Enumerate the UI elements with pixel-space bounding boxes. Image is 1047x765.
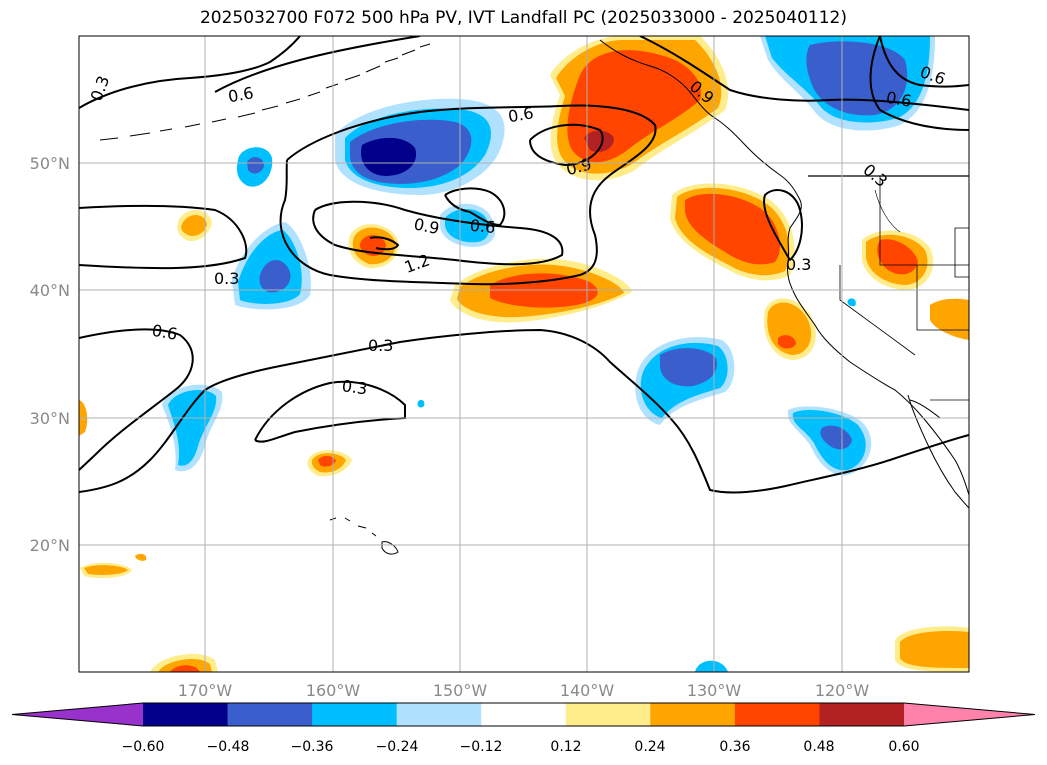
lon-label-140w: 140°W xyxy=(560,681,615,700)
colorbar xyxy=(11,702,1036,727)
contour-lines xyxy=(79,36,969,494)
contour-label: 0.3 xyxy=(341,376,369,398)
lat-label-40n: 40°N xyxy=(30,281,70,300)
colorbar-tick-label: 0.48 xyxy=(803,739,834,755)
colorbar-tick-labels: −0.60 −0.48 −0.36 −0.24 −0.12 0.12 0.24 … xyxy=(122,739,920,755)
contour-label: 0.6 xyxy=(227,83,255,106)
colorbar-segment xyxy=(481,703,567,726)
lat-label-30n: 30°N xyxy=(30,409,70,428)
colorbar-tick-label: −0.60 xyxy=(122,739,165,755)
colorbar-segment xyxy=(650,703,736,726)
colorbar-tick-label: 0.24 xyxy=(634,739,665,755)
colorbar-extend-max xyxy=(904,703,1035,726)
map-plot-area: 0.3 0.6 0.6 0.6 0.6 0.9 0.9 0.6 1.2 0.9 … xyxy=(79,36,969,672)
latitude-labels: 50°N 40°N 30°N 20°N xyxy=(30,154,70,555)
lon-label-160w: 160°W xyxy=(306,681,361,700)
colorbar-extend-min xyxy=(12,703,143,726)
lon-label-130w: 130°W xyxy=(687,681,742,700)
contour-label: 0.6 xyxy=(507,103,535,126)
colorbar-segment xyxy=(396,703,482,726)
lon-label-150w: 150°W xyxy=(433,681,488,700)
lon-label-120w: 120°W xyxy=(815,681,870,700)
chart-title: 2025032700 F072 500 hPa PV, IVT Landfall… xyxy=(199,8,847,28)
lat-label-50n: 50°N xyxy=(30,154,70,173)
colorbar-segment xyxy=(565,703,651,726)
contour-label: 0.6 xyxy=(469,216,496,237)
colorbar-tick-label: 0.60 xyxy=(888,739,919,755)
contour-label: 0.3 xyxy=(786,255,811,274)
map-border xyxy=(78,35,970,673)
lon-label-170w: 170°W xyxy=(178,681,233,700)
colorbar-segment xyxy=(227,703,313,726)
colorbar-outline xyxy=(11,702,1036,727)
contour-label: 0.6 xyxy=(150,321,178,344)
colorbar-tick-label: −0.12 xyxy=(460,739,503,755)
colorbar-tick-label: −0.24 xyxy=(376,739,419,755)
colorbar-segment xyxy=(312,703,398,726)
colorbar-segment xyxy=(143,703,229,726)
colorbar-tick-label: 0.12 xyxy=(550,739,581,755)
contour-label: 0.3 xyxy=(214,269,239,288)
lat-label-20n: 20°N xyxy=(30,536,70,555)
longitude-labels: 170°W 160°W 150°W 140°W 130°W 120°W xyxy=(178,681,870,700)
gridlines xyxy=(79,36,969,672)
colorbar-tick-label: −0.36 xyxy=(291,739,334,755)
contour-label: 0.6 xyxy=(885,88,913,111)
contour-label: 0.3 xyxy=(368,336,393,355)
colorbar-tick-label: 0.36 xyxy=(719,739,750,755)
colorbar-segment xyxy=(819,703,905,726)
coastlines xyxy=(99,39,969,555)
colorbar-segment xyxy=(734,703,820,726)
contour-label: 0.9 xyxy=(412,214,441,238)
colorbar-tick-label: −0.48 xyxy=(207,739,250,755)
